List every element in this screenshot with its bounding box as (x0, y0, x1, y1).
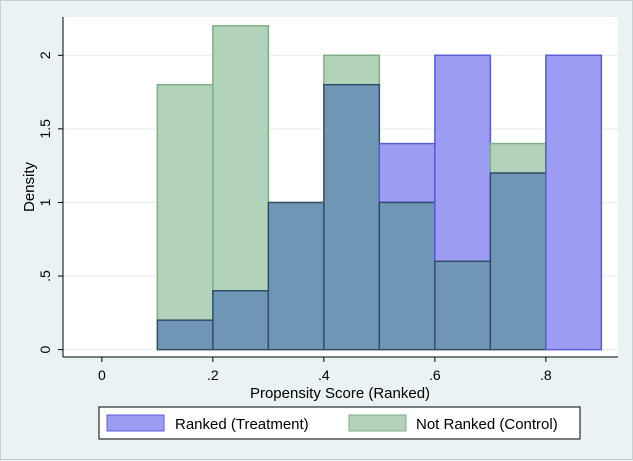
legend: Ranked (Treatment) Not Ranked (Control) (98, 406, 581, 440)
bars (156, 25, 603, 351)
bar-overlap (378, 201, 436, 351)
bar-overlap (212, 290, 270, 351)
x-tick-label: .6 (429, 367, 441, 383)
y-tick-label: 2 (37, 51, 53, 59)
ticks: 0 .5 1 1.5 2 0 .2 .4 .6 .8 (37, 51, 552, 383)
legend-swatch-treatment (106, 414, 165, 432)
axes (62, 17, 618, 358)
bar-overlap (267, 201, 325, 351)
bar-treatment (378, 142, 436, 204)
bar-treatment (434, 54, 492, 263)
bar-control (489, 142, 547, 174)
legend-swatch-control (348, 414, 407, 432)
x-tick-label: .2 (207, 367, 219, 383)
y-tick-label: .5 (37, 270, 53, 282)
y-tick-label: 1 (37, 198, 53, 206)
y-axis-title: Density (21, 161, 38, 212)
bar-control (323, 54, 381, 86)
bar-overlap (156, 319, 214, 351)
bar-overlap (323, 83, 381, 351)
x-tick-label: .4 (318, 367, 330, 383)
y-tick-label: 1.5 (37, 119, 53, 139)
bar-treatment (545, 54, 603, 351)
legend-label-control: Not Ranked (Control) (416, 416, 558, 433)
bar-control (156, 83, 214, 321)
x-tick-label: .8 (540, 367, 552, 383)
y-tick-label: 0 (37, 346, 53, 354)
bar-control (212, 25, 270, 292)
legend-box (98, 406, 581, 440)
bar-overlap (434, 260, 492, 351)
bar-overlap (489, 172, 547, 351)
x-tick-label: 0 (98, 367, 106, 383)
legend-label-treatment: Ranked (Treatment) (175, 416, 309, 433)
x-axis-title: Propensity Score (Ranked) (250, 385, 430, 402)
